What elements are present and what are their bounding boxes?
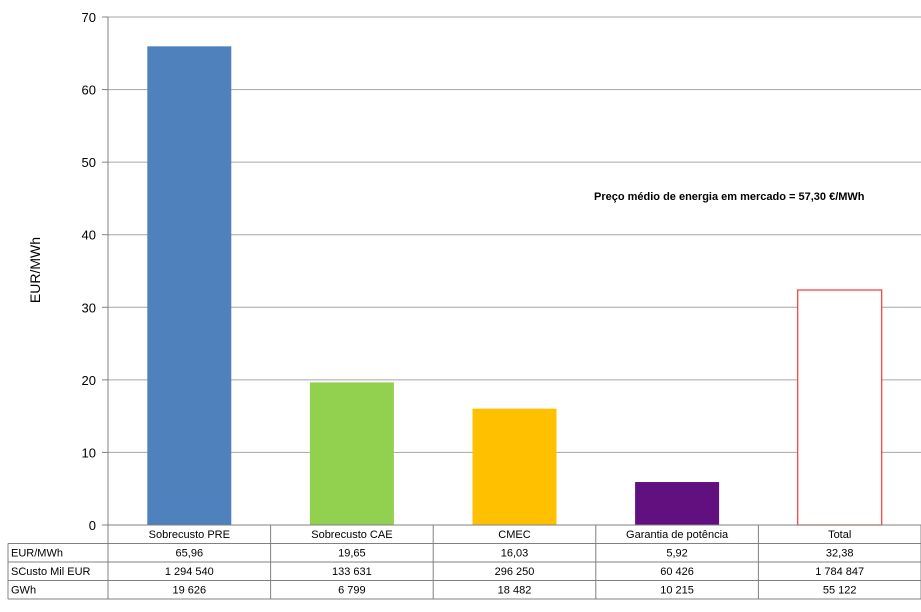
bar-sobrecusto-pre bbox=[147, 46, 232, 526]
bar-garantia-de-pot-ncia bbox=[635, 482, 720, 525]
table-cell: 19,65 bbox=[338, 548, 366, 560]
bars bbox=[147, 46, 883, 526]
y-tick-label: 70 bbox=[82, 10, 96, 25]
y-tick-label: 50 bbox=[82, 155, 96, 170]
table-cell: 6 799 bbox=[338, 585, 366, 597]
y-tick-label: 20 bbox=[82, 373, 96, 388]
category-label: Total bbox=[828, 529, 851, 541]
category-label: CMEC bbox=[498, 529, 530, 541]
y-tick-label: 40 bbox=[82, 228, 96, 243]
y-axis-label: EUR/MWh bbox=[27, 237, 43, 303]
table-row-label: EUR/MWh bbox=[11, 548, 63, 560]
bar-cmec bbox=[472, 408, 557, 525]
y-tick-label: 60 bbox=[82, 83, 96, 98]
table-cell: 5,92 bbox=[666, 548, 687, 560]
table-cell: 32,38 bbox=[826, 548, 854, 560]
table-cell: 296 250 bbox=[495, 566, 535, 578]
category-label: Sobrecusto PRE bbox=[149, 529, 230, 541]
table-row-label: GWh bbox=[11, 585, 36, 597]
table-cell: 1 294 540 bbox=[165, 566, 214, 578]
table-row-label: SCusto Mil EUR bbox=[11, 566, 91, 578]
table-cell: 18 482 bbox=[498, 585, 532, 597]
table-cell: 60 426 bbox=[660, 566, 694, 578]
y-tick-label: 0 bbox=[89, 518, 96, 533]
table-cell: 16,03 bbox=[501, 548, 529, 560]
table-cell: 55 122 bbox=[823, 585, 857, 597]
category-label: Sobrecusto CAE bbox=[311, 529, 392, 541]
table-cell: 133 631 bbox=[332, 566, 372, 578]
bar-total bbox=[797, 289, 883, 526]
y-tick-label: 10 bbox=[82, 445, 96, 460]
table-cell: 65,96 bbox=[176, 548, 204, 560]
data-table: Sobrecusto PRE Sobrecusto CAE CMEC Garantia… bbox=[7, 524, 921, 600]
gridlines bbox=[102, 16, 921, 526]
table-cell: 1 784 847 bbox=[815, 566, 864, 578]
category-label: Garantia de potência bbox=[626, 529, 729, 541]
market-price-annotation: Preço médio de energia em mercado = 57,3… bbox=[594, 191, 865, 203]
bar-sobrecusto-cae bbox=[309, 382, 394, 525]
y-tick-label: 30 bbox=[82, 300, 96, 315]
table-cell: 19 626 bbox=[172, 585, 206, 597]
table-cell: 10 215 bbox=[660, 585, 694, 597]
y-axis-ticks: 0 10 20 30 40 50 60 70 bbox=[82, 10, 96, 533]
